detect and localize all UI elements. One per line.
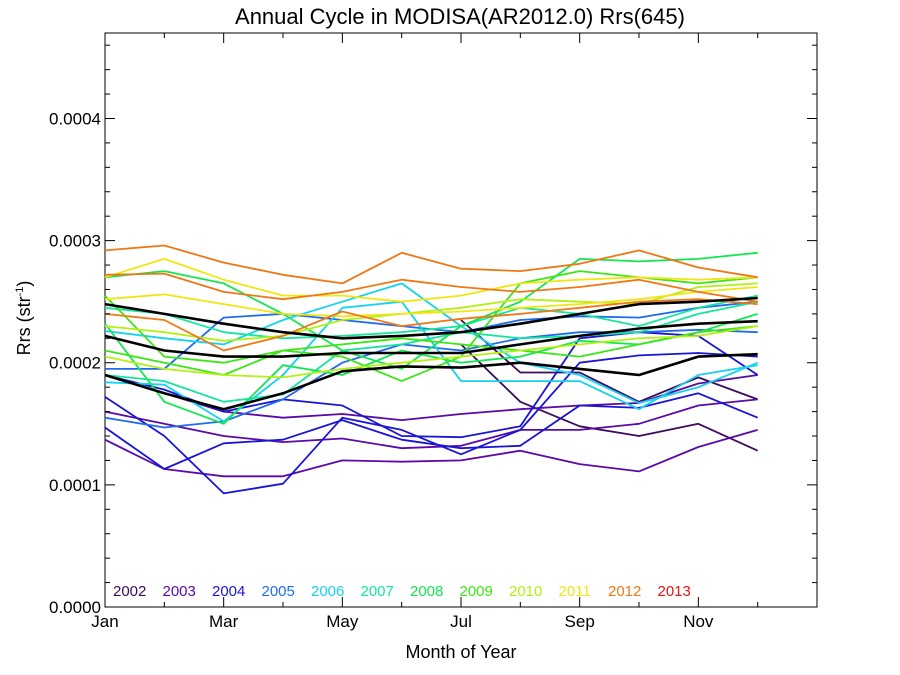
series-lines bbox=[104, 244, 759, 495]
y-tick-label: 0.0000 bbox=[49, 598, 101, 617]
legend-item-2011: 2011 bbox=[559, 583, 591, 600]
series-line-mean-28 bbox=[104, 352, 758, 411]
series-line-2004-7 bbox=[104, 331, 759, 439]
series-line-2002-1 bbox=[460, 343, 759, 452]
series-line-mean-27 bbox=[104, 319, 758, 358]
x-axis-label: Month of Year bbox=[405, 642, 516, 662]
x-axis-ticks: Jan Mar May Jul Sep Nov bbox=[91, 33, 759, 631]
chart-title: Annual Cycle in MODISA(AR2012.0) Rrs(645… bbox=[235, 4, 685, 29]
y-axis-label-main: Rrs (str bbox=[14, 296, 34, 355]
legend-item-2004: 2004 bbox=[212, 583, 245, 600]
y-tick-label: 0.0003 bbox=[49, 232, 101, 251]
x-tick-label: Nov bbox=[683, 612, 714, 631]
legend-item-2010: 2010 bbox=[509, 583, 542, 600]
y-axis-label-superscript: -1 bbox=[14, 287, 26, 297]
legend-item-2005: 2005 bbox=[262, 583, 295, 600]
legend-item-2009: 2009 bbox=[460, 583, 493, 600]
x-tick-label: Jul bbox=[450, 612, 472, 631]
legend-item-2006: 2006 bbox=[311, 583, 344, 600]
legend: 2002 2003 2004 2005 2006 2007 2008 2009 2010 2011… bbox=[113, 583, 691, 600]
series-line-2012-24 bbox=[104, 298, 758, 352]
x-tick-label: Jan bbox=[91, 612, 118, 631]
series-line-2005-8 bbox=[104, 328, 758, 429]
series-line-2007-12 bbox=[104, 300, 758, 403]
y-axis-label: Rrs (str-1) bbox=[14, 281, 34, 356]
legend-item-2012: 2012 bbox=[608, 583, 641, 600]
legend-item-2007: 2007 bbox=[361, 583, 394, 600]
x-tick-label: Mar bbox=[209, 612, 239, 631]
series-line-2010-19 bbox=[104, 325, 758, 379]
series-line-mean-26 bbox=[104, 296, 758, 340]
legend-item-2008: 2008 bbox=[410, 583, 443, 600]
series-line-2007-13 bbox=[104, 294, 758, 340]
legend-item-2013: 2013 bbox=[658, 583, 691, 600]
x-tick-label: Sep bbox=[565, 612, 595, 631]
y-tick-label: 0.0004 bbox=[49, 109, 101, 128]
legend-item-2003: 2003 bbox=[163, 583, 196, 600]
series-line-2003-3 bbox=[104, 429, 758, 478]
series-line-2009-17 bbox=[104, 325, 758, 376]
series-line-2011-20 bbox=[104, 257, 758, 303]
y-tick-label: 0.0001 bbox=[49, 476, 101, 495]
series-line-2003-2 bbox=[104, 398, 758, 450]
y-axis-ticks: 0.0000 0.0001 0.0002 0.0003 0.0004 bbox=[49, 44, 817, 617]
series-line-2004-6 bbox=[104, 392, 759, 470]
series-line-2011-21 bbox=[104, 286, 758, 318]
legend-item-2002: 2002 bbox=[113, 583, 146, 600]
series-line-2004-5 bbox=[104, 352, 758, 495]
y-tick-label: 0.0002 bbox=[49, 354, 101, 373]
x-tick-label: May bbox=[326, 612, 359, 631]
series-line-2006-11 bbox=[104, 282, 759, 404]
series-line-2012-23 bbox=[104, 272, 758, 303]
series-line-2008-14 bbox=[104, 251, 758, 370]
y-axis-label-end: ) bbox=[14, 281, 34, 287]
series-line-2012-22 bbox=[104, 244, 758, 285]
